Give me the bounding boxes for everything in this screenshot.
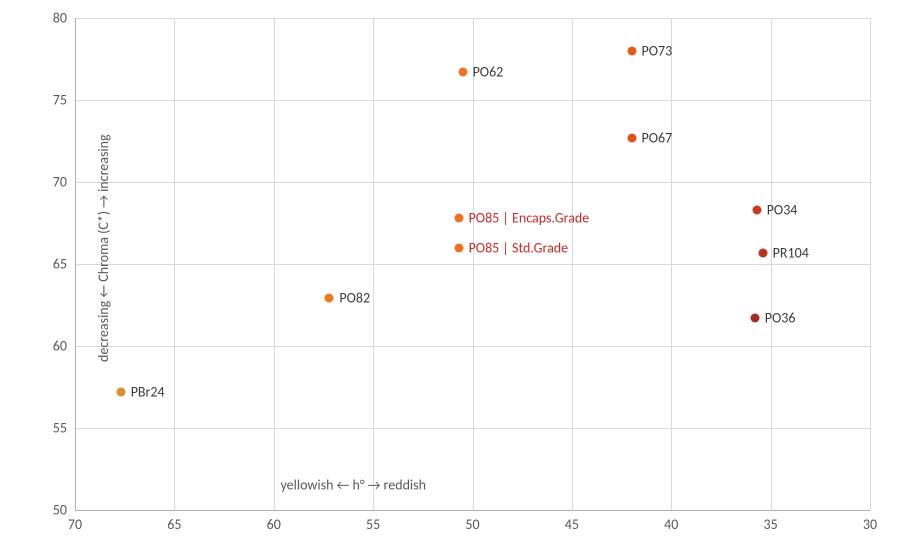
x-tick-label: 35	[764, 516, 778, 533]
x-tick-label: 60	[267, 516, 281, 533]
gridline-horizontal	[75, 100, 870, 101]
gridline-vertical	[870, 18, 871, 510]
y-tick-label: 65	[53, 256, 67, 273]
x-tick-label: 55	[366, 516, 380, 533]
y-tick-label: 75	[53, 92, 67, 109]
gridline-horizontal	[75, 18, 870, 19]
x-tick-label: 50	[465, 516, 479, 533]
point-PO34	[752, 205, 761, 214]
y-tick-label: 50	[53, 502, 67, 519]
x-tick-label: 45	[565, 516, 579, 533]
point-label-PO85e: PO85 | Encaps.Grade	[469, 210, 590, 227]
x-axis-line	[75, 510, 870, 511]
point-label-PO34: PO34	[767, 201, 798, 218]
point-label-PO73: PO73	[642, 42, 673, 59]
y-tick-label: 60	[53, 338, 67, 355]
point-label-PO62: PO62	[473, 64, 504, 81]
y-axis-line	[75, 18, 76, 510]
point-label-PO85s: PO85 | Std.Grade	[469, 239, 569, 256]
point-PO62	[458, 68, 467, 77]
point-label-PO82: PO82	[339, 290, 370, 307]
x-axis-annotation: yellowish ← h° → reddish	[281, 477, 426, 494]
point-label-PO36: PO36	[765, 310, 796, 327]
x-tick-label: 70	[68, 516, 82, 533]
point-PO85e	[454, 214, 463, 223]
point-PO73	[627, 46, 636, 55]
y-tick-label: 70	[53, 174, 67, 191]
gridline-horizontal	[75, 346, 870, 347]
point-PO82	[325, 294, 334, 303]
point-PO36	[750, 314, 759, 323]
point-PO67	[627, 133, 636, 142]
gridline-horizontal	[75, 428, 870, 429]
point-PO85s	[454, 243, 463, 252]
gridline-horizontal	[75, 264, 870, 265]
point-PR104	[758, 248, 767, 257]
x-tick-label: 40	[664, 516, 678, 533]
point-label-PO67: PO67	[642, 129, 673, 146]
y-axis-annotation: decreasing ← Chroma (C*) → increasing	[95, 134, 112, 362]
point-PBr24	[116, 387, 125, 396]
point-label-PR104: PR104	[773, 244, 809, 261]
x-tick-label: 65	[167, 516, 181, 533]
point-label-PBr24: PBr24	[131, 383, 165, 400]
x-tick-label: 30	[863, 516, 877, 533]
scatter-chart: 70 65 60 55 50 45 40 35 30 50 55 60 65 70 75 80 yellowis…	[0, 0, 900, 550]
plot-area: 70 65 60 55 50 45 40 35 30 50 55 60 65 70 75 80 yellowis…	[0, 0, 900, 550]
y-tick-label: 80	[53, 10, 67, 27]
y-tick-label: 55	[53, 420, 67, 437]
gridline-horizontal	[75, 182, 870, 183]
